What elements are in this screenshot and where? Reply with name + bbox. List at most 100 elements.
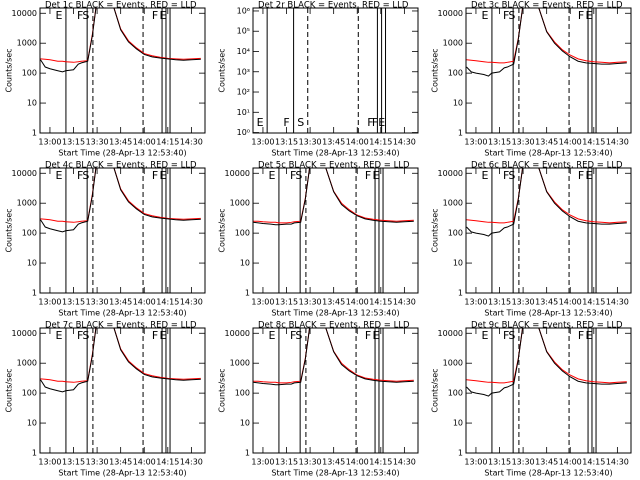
event-label: F — [503, 169, 509, 182]
x-tick-label: 13:15 — [62, 298, 85, 307]
y-axis-label: Counts/sec — [218, 208, 227, 252]
chart-title: Det 1c BLACK = Events, RED = LLD — [45, 1, 197, 11]
event-label: E — [160, 169, 167, 182]
chart-title: Det 9c BLACK = Events, RED = LLD — [471, 321, 623, 331]
x-tick-label: 13:15 — [62, 458, 85, 467]
y-tick-label: 10 — [27, 419, 37, 428]
y-tick-label: 100 — [235, 389, 250, 398]
event-label: F — [578, 169, 584, 182]
x-tick-label: 13:45 — [322, 298, 345, 307]
y-axis-label: Counts/sec — [431, 208, 440, 252]
plot-frame — [465, 167, 632, 294]
event-label: E — [55, 329, 62, 342]
event-label: F — [77, 169, 83, 182]
event-label: F — [290, 329, 296, 342]
event-label: F — [283, 116, 289, 129]
x-tick-label: 13:45 — [322, 138, 345, 147]
x-tick-label: 13:00 — [38, 458, 61, 467]
event-label: F — [365, 329, 371, 342]
x-tick-label: 14:30 — [393, 138, 416, 147]
y-tick-label: 1 — [245, 289, 250, 298]
panel: Det 6c BLACK = Events, RED = LLD Counts/s… — [431, 161, 632, 318]
event-label: S — [508, 329, 515, 342]
x-tick-label: 13:30 — [86, 298, 109, 307]
y-tick-label: 100 — [448, 229, 463, 238]
chart-title: Det 2r BLACK = Events, RED = LLD — [258, 1, 409, 11]
x-tick-label: 13:15 — [275, 298, 298, 307]
x-axis-label: Start Time (28-Apr-13 12:53:40) — [484, 149, 612, 158]
event-label: F — [290, 169, 296, 182]
event-label: S — [82, 169, 89, 182]
x-tick-label: 13:30 — [86, 138, 109, 147]
event-label: E — [586, 9, 593, 22]
y-tick-label: 10 — [453, 259, 463, 268]
y-tick-label: 1000 — [443, 199, 463, 208]
panel: Det 7c BLACK = Events, RED = LLD Counts/s… — [5, 321, 206, 478]
event-label: E — [55, 9, 62, 22]
x-tick-label: 14:00 — [133, 138, 156, 147]
event-label: E — [373, 329, 380, 342]
y-tick-label: 100 — [448, 389, 463, 398]
chart-title: Det 5c BLACK = Events, RED = LLD — [258, 161, 410, 171]
y-tick-label: 100 — [448, 69, 463, 78]
series-line — [253, 168, 414, 226]
x-tick-label: 14:00 — [133, 458, 156, 467]
x-tick-label: 13:15 — [488, 458, 511, 467]
x-tick-label: 13:30 — [512, 298, 535, 307]
y-axis-label: Counts/sec — [5, 48, 14, 92]
x-tick-label: 13:15 — [275, 138, 298, 147]
plot-frame — [465, 327, 632, 454]
x-tick-label: 14:15 — [156, 138, 179, 147]
x-axis-label: Start Time (28-Apr-13 12:53:40) — [484, 469, 612, 478]
y-tick-label: 10000 — [225, 169, 250, 178]
event-label: F — [578, 9, 584, 22]
x-tick-label: 13:30 — [512, 458, 535, 467]
y-tick-label: 10 — [453, 99, 463, 108]
x-tick-label: 14:15 — [369, 138, 392, 147]
x-tick-label: 13:45 — [535, 458, 558, 467]
x-tick-label: 13:00 — [38, 138, 61, 147]
x-tick-label: 13:45 — [109, 138, 132, 147]
y-axis-label: Counts/sec — [218, 48, 227, 92]
x-tick-label: 14:30 — [393, 298, 416, 307]
y-axis-label: Counts/sec — [431, 48, 440, 92]
x-axis-label: Start Time (28-Apr-13 12:53:40) — [271, 309, 399, 318]
x-tick-label: 14:30 — [393, 458, 416, 467]
event-label: F — [578, 329, 584, 342]
y-tick-label: 1000 — [230, 359, 250, 368]
plot-frame — [39, 327, 206, 454]
y-tick-label: 10² — [237, 88, 250, 97]
event-label: F — [365, 169, 371, 182]
event-label: FE — [372, 116, 385, 129]
x-tick-label: 14:30 — [180, 298, 203, 307]
x-axis-label: Start Time (28-Apr-13 12:53:40) — [58, 149, 186, 158]
chart-title: Det 7c BLACK = Events, RED = LLD — [45, 321, 197, 331]
event-label: E — [55, 169, 62, 182]
series-line — [466, 8, 627, 77]
x-tick-label: 14:15 — [156, 458, 179, 467]
x-tick-label: 13:45 — [109, 458, 132, 467]
event-label: E — [373, 169, 380, 182]
x-tick-label: 14:30 — [180, 458, 203, 467]
panel: Det 5c BLACK = Events, RED = LLD Counts/s… — [218, 161, 419, 318]
panel: Det 8c BLACK = Events, RED = LLD Counts/s… — [218, 321, 419, 478]
series-line — [253, 328, 414, 386]
event-label: F — [152, 169, 158, 182]
x-tick-label: 13:00 — [38, 298, 61, 307]
x-tick-label: 14:00 — [559, 458, 582, 467]
plot-frame — [252, 167, 419, 294]
y-tick-label: 100 — [22, 69, 37, 78]
event-label: E — [586, 169, 593, 182]
y-tick-label: 1000 — [443, 359, 463, 368]
y-tick-label: 100 — [22, 229, 37, 238]
x-axis-label: Start Time (28-Apr-13 12:53:40) — [58, 309, 186, 318]
x-tick-label: 14:30 — [180, 138, 203, 147]
x-tick-label: 14:00 — [133, 298, 156, 307]
x-tick-label: 13:15 — [488, 138, 511, 147]
x-tick-label: 14:30 — [606, 298, 629, 307]
event-label: E — [160, 329, 167, 342]
x-axis-label: Start Time (28-Apr-13 12:53:40) — [271, 469, 399, 478]
series-line — [253, 328, 414, 384]
x-tick-label: 14:00 — [346, 298, 369, 307]
